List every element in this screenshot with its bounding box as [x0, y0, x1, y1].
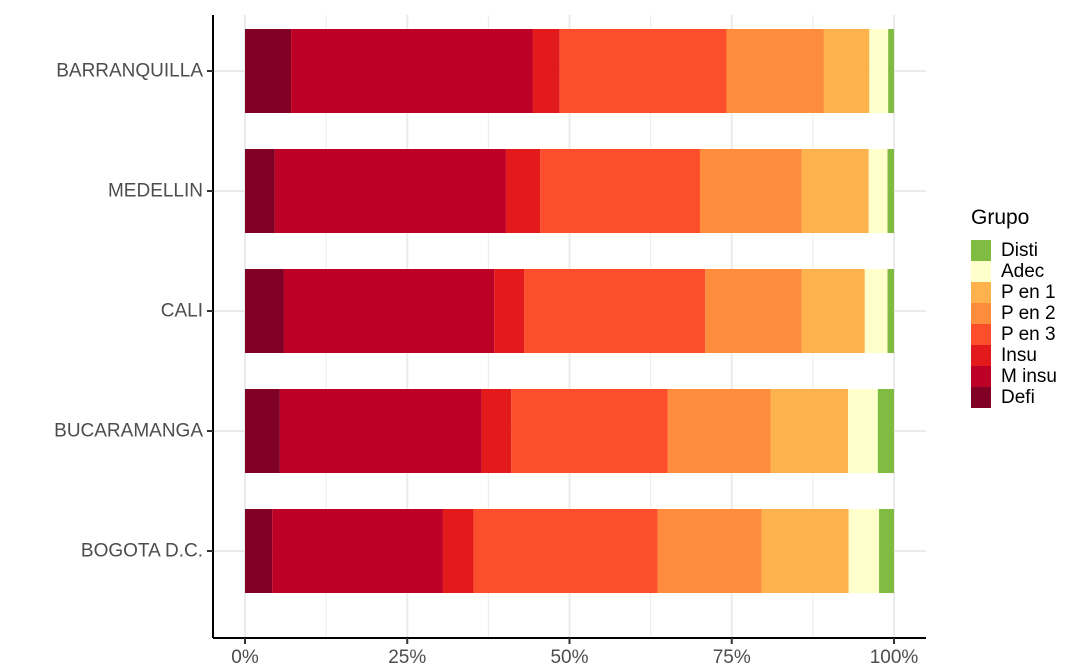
x-tick-label: 75% — [713, 647, 751, 668]
legend-key-adec — [971, 261, 991, 282]
legend-key-m-insu — [971, 366, 991, 387]
bar-bogota-d-c-p-en-1 — [761, 509, 849, 593]
bar-barranquilla-p-en-1 — [823, 29, 870, 113]
legend-label-p-en-3: P en 3 — [1001, 324, 1056, 345]
bar-cali-p-en-3 — [524, 269, 706, 353]
y-tick-label: CALI — [161, 301, 203, 322]
bar-cali-p-en-1 — [801, 269, 865, 353]
bar-bogota-d-c-m-insu — [272, 509, 443, 593]
legend-key-p-en-1 — [971, 282, 991, 303]
bar-medellin-defi — [245, 149, 275, 233]
bar-barranquilla-disti — [888, 29, 894, 113]
bar-bucaramanga-p-en-2 — [667, 389, 771, 473]
legend-title: Grupo — [971, 206, 1029, 229]
bar-barranquilla-insu — [532, 29, 560, 113]
legend-label-p-en-2: P en 2 — [1001, 303, 1056, 324]
axes: BARRANQUILLA MEDELLIN CALI BUCARAMANGA BOGOT… — [54, 15, 926, 668]
x-tick-label: 0% — [231, 647, 259, 668]
y-tick-label: BARRANQUILLA — [56, 61, 203, 82]
legend-key-p-en-2 — [971, 303, 991, 324]
legend-key-p-en-3 — [971, 324, 991, 345]
x-tick-label: 25% — [388, 647, 426, 668]
bar-bogota-d-c-disti — [879, 509, 894, 593]
bar-bogota-d-c-insu — [442, 509, 474, 593]
legend-label-defi: Defi — [1001, 387, 1035, 408]
bar-bucaramanga-p-en-3 — [511, 389, 668, 473]
bar-bucaramanga-defi — [245, 389, 280, 473]
bar-medellin-p-en-3 — [540, 149, 700, 233]
bar-medellin-adec — [868, 149, 888, 233]
x-tick-label: 50% — [550, 647, 588, 668]
y-tick-label: MEDELLIN — [108, 181, 203, 202]
legend-key-insu — [971, 345, 991, 366]
bar-medellin-p-en-1 — [801, 149, 869, 233]
bar-medellin-m-insu — [274, 149, 506, 233]
legend-label-p-en-1: P en 1 — [1001, 282, 1056, 303]
bar-bucaramanga-insu — [481, 389, 512, 473]
bar-barranquilla-p-en-3 — [559, 29, 727, 113]
bar-barranquilla-adec — [869, 29, 889, 113]
x-tick-label: 100% — [870, 647, 919, 668]
y-tick-label: BUCARAMANGA — [54, 421, 203, 442]
legend-label-m-insu: M insu — [1001, 366, 1057, 387]
legend-label-insu: Insu — [1001, 345, 1037, 366]
bar-cali-insu — [494, 269, 525, 353]
bar-bogota-d-c-p-en-3 — [473, 509, 658, 593]
bar-cali-p-en-2 — [705, 269, 802, 353]
bars — [245, 29, 894, 593]
legend-label-adec: Adec — [1001, 261, 1044, 282]
legend-label-disti: Disti — [1001, 240, 1038, 261]
bar-barranquilla-defi — [245, 29, 292, 113]
bar-bucaramanga-adec — [848, 389, 878, 473]
legend-key-disti — [971, 240, 991, 261]
bar-bucaramanga-m-insu — [279, 389, 482, 473]
bar-barranquilla-m-insu — [291, 29, 533, 113]
bar-cali-disti — [887, 269, 894, 353]
legend-key-defi — [971, 387, 991, 408]
bar-bogota-d-c-p-en-2 — [657, 509, 762, 593]
bar-cali-defi — [245, 269, 284, 353]
bar-barranquilla-p-en-2 — [726, 29, 824, 113]
bar-medellin-disti — [887, 149, 894, 233]
bar-medellin-p-en-2 — [699, 149, 802, 233]
y-tick-label: BOGOTA D.C. — [81, 541, 203, 562]
bar-bucaramanga-p-en-1 — [770, 389, 849, 473]
bar-bucaramanga-disti — [877, 389, 894, 473]
bar-cali-m-insu — [283, 269, 495, 353]
bar-cali-adec — [864, 269, 888, 353]
bar-medellin-insu — [505, 149, 541, 233]
bar-bogota-d-c-adec — [848, 509, 880, 593]
bar-bogota-d-c-defi — [245, 509, 273, 593]
